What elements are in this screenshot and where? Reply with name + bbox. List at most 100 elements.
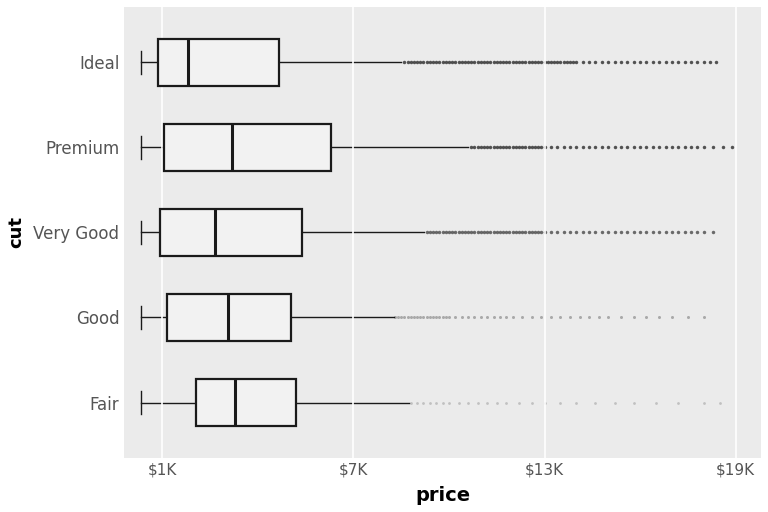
Point xyxy=(462,313,474,322)
Point xyxy=(446,228,458,237)
Point xyxy=(405,313,417,322)
Point xyxy=(641,58,653,67)
Point xyxy=(672,58,684,67)
Point xyxy=(399,313,411,322)
Bar xyxy=(158,39,280,86)
Point xyxy=(660,58,672,67)
Point xyxy=(615,313,627,322)
Point xyxy=(538,228,551,237)
Point xyxy=(615,143,627,152)
Point xyxy=(452,398,465,407)
Point xyxy=(484,58,496,67)
Point xyxy=(583,313,595,322)
Point xyxy=(513,398,525,407)
Point xyxy=(583,58,595,67)
Point xyxy=(532,228,545,237)
Point xyxy=(551,228,564,237)
Point xyxy=(522,58,535,67)
Point xyxy=(462,228,474,237)
Point xyxy=(653,313,665,322)
Point xyxy=(392,313,404,322)
Point xyxy=(541,58,554,67)
Point xyxy=(608,58,621,67)
Point xyxy=(615,228,627,237)
Point xyxy=(525,58,538,67)
Point xyxy=(545,313,557,322)
Point xyxy=(516,58,528,67)
Point xyxy=(538,58,551,67)
Point xyxy=(481,228,493,237)
Point xyxy=(497,143,509,152)
Point xyxy=(678,143,690,152)
Point xyxy=(503,228,515,237)
Point xyxy=(583,228,595,237)
Point xyxy=(666,228,678,237)
Point xyxy=(589,143,601,152)
Point xyxy=(558,58,570,67)
Point xyxy=(535,58,548,67)
Point xyxy=(596,58,608,67)
Point xyxy=(475,228,487,237)
Point xyxy=(727,143,739,152)
Point xyxy=(717,143,729,152)
Point xyxy=(446,58,458,67)
Point xyxy=(430,58,442,67)
Bar xyxy=(167,294,290,341)
Point xyxy=(653,228,665,237)
Point xyxy=(468,143,481,152)
Point xyxy=(672,398,684,407)
Point xyxy=(589,398,601,407)
Point xyxy=(458,228,471,237)
Point xyxy=(554,398,567,407)
Point xyxy=(710,58,723,67)
Point xyxy=(525,398,538,407)
Point xyxy=(430,313,442,322)
Point xyxy=(545,58,557,67)
Point xyxy=(439,58,452,67)
Point xyxy=(634,143,646,152)
Point xyxy=(510,58,522,67)
Point xyxy=(707,143,720,152)
Point xyxy=(405,58,417,67)
Point xyxy=(602,58,614,67)
Point xyxy=(697,398,710,407)
Point xyxy=(513,58,525,67)
Point xyxy=(641,313,653,322)
Point xyxy=(513,143,525,152)
Point xyxy=(462,58,474,67)
Point xyxy=(408,58,420,67)
Point xyxy=(500,228,512,237)
Point xyxy=(452,58,465,67)
Point xyxy=(529,58,541,67)
Point xyxy=(455,313,468,322)
Point xyxy=(488,58,500,67)
Point xyxy=(481,313,493,322)
Point xyxy=(408,313,420,322)
Point xyxy=(627,58,640,67)
Point xyxy=(481,398,493,407)
Point xyxy=(488,313,500,322)
Point xyxy=(458,58,471,67)
Point xyxy=(405,398,417,407)
Point xyxy=(503,58,515,67)
Point xyxy=(468,313,481,322)
Point xyxy=(488,143,500,152)
Point xyxy=(472,228,484,237)
Point xyxy=(465,228,478,237)
Point xyxy=(641,143,653,152)
Point xyxy=(685,143,697,152)
Point xyxy=(554,58,567,67)
Point xyxy=(488,228,500,237)
Point xyxy=(666,58,678,67)
Point xyxy=(589,58,601,67)
Bar xyxy=(160,209,302,256)
Point xyxy=(439,228,452,237)
Point xyxy=(691,228,703,237)
Point xyxy=(433,228,445,237)
Point xyxy=(538,398,551,407)
Point xyxy=(516,228,528,237)
Point xyxy=(567,58,579,67)
Point xyxy=(577,143,589,152)
Point xyxy=(436,228,449,237)
Point xyxy=(436,58,449,67)
